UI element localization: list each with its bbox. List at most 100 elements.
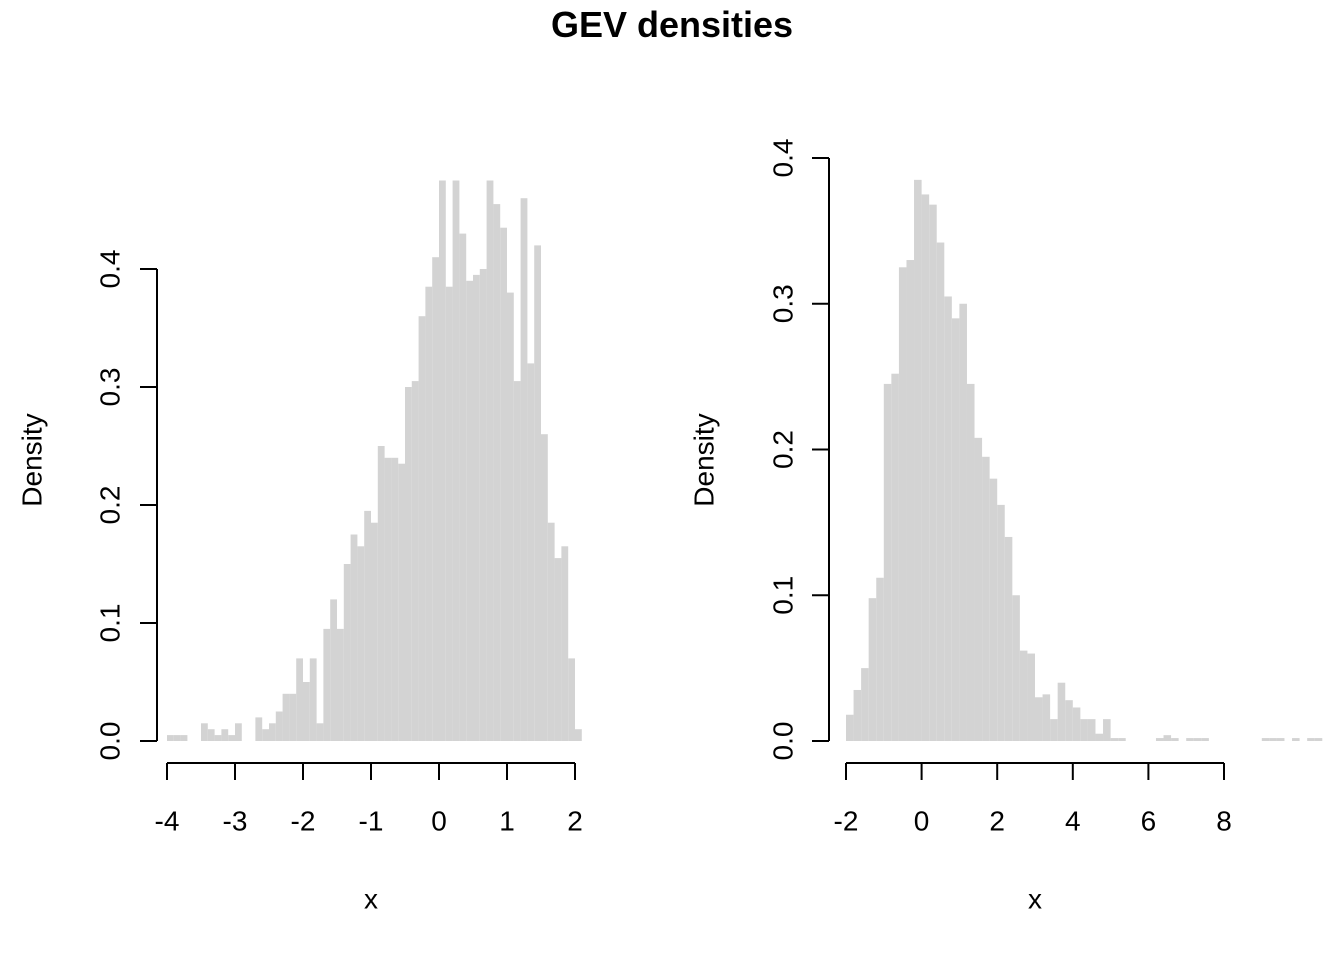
histogram-bar <box>473 274 480 741</box>
y-tick-label: 0.4 <box>94 250 125 289</box>
y-tick-label: 0.2 <box>767 430 798 469</box>
histogram-bar <box>1186 738 1194 741</box>
x-tick-label: 0 <box>431 805 447 836</box>
histogram-bar <box>527 363 535 741</box>
histogram-bar <box>221 729 229 741</box>
histogram-bar <box>575 729 582 741</box>
histogram-bar <box>1042 694 1051 741</box>
histogram-bar <box>201 723 208 741</box>
histogram-bar <box>303 682 310 741</box>
histogram-bar <box>323 628 331 741</box>
histogram-bar <box>439 180 446 741</box>
histogram-bar <box>425 286 433 741</box>
histogram-bar <box>207 729 215 741</box>
y-tick-label: 0.1 <box>767 576 798 615</box>
histogram-bar <box>1057 682 1066 741</box>
histogram-bar <box>982 456 990 741</box>
y-tick-label: 0.0 <box>767 722 798 761</box>
histogram-bar <box>1050 719 1058 741</box>
histogram-bar <box>561 546 569 741</box>
histogram-bar <box>228 735 235 741</box>
histogram-bar <box>898 267 907 741</box>
histogram-bar <box>1163 735 1172 741</box>
histogram-bar <box>296 658 303 741</box>
x-tick-label: 0 <box>914 805 930 836</box>
histogram-bar <box>479 269 487 741</box>
histogram-bar <box>391 457 399 741</box>
histogram-bar <box>1110 738 1119 741</box>
histogram-bar <box>269 723 276 741</box>
histogram-bar <box>398 463 405 741</box>
x-tick-label: -2 <box>834 805 859 836</box>
histogram-bar <box>1201 738 1209 741</box>
y-tick-label: 0.1 <box>94 604 125 643</box>
histogram-bar <box>1276 738 1285 741</box>
x-tick-label: -2 <box>291 805 316 836</box>
histogram-bar <box>513 381 521 741</box>
histogram-bar <box>944 296 952 741</box>
histogram-bar <box>1087 719 1096 741</box>
histogram-bar <box>876 577 884 741</box>
histogram-bar <box>974 437 983 741</box>
y-tick-label: 0.0 <box>94 722 125 761</box>
x-tick-label: 2 <box>567 805 583 836</box>
histogram-bar <box>1072 707 1081 741</box>
histogram-bar <box>371 522 378 741</box>
histogram-bar <box>275 711 283 741</box>
histogram-bar <box>1193 738 1202 741</box>
histogram-bar <box>364 510 371 741</box>
histogram-bar <box>554 558 562 741</box>
y-tick-label: 0.4 <box>767 139 798 178</box>
histogram-bar <box>343 564 351 741</box>
histogram-bar <box>966 383 975 741</box>
histogram-bar <box>1065 700 1073 741</box>
histogram-bar <box>1095 733 1104 741</box>
histogram-bar <box>1103 719 1111 741</box>
histogram-bar <box>418 316 426 741</box>
y-tick-label: 0.3 <box>767 284 798 323</box>
x-tick-label: 6 <box>1141 805 1157 836</box>
histogram-bar <box>384 457 392 741</box>
histogram-bar <box>989 478 998 741</box>
histogram-bar <box>861 668 869 741</box>
y-axis-title: Density <box>16 413 47 506</box>
x-axis-title: x <box>1028 883 1042 914</box>
histogram-bar <box>235 723 242 741</box>
right-panel: 0.0 0.1 0.2 0.3 0.4 -2 0 2 4 6 8 x Density <box>688 139 1323 914</box>
histogram-bar <box>282 693 290 741</box>
histogram-bar <box>853 689 862 741</box>
x-tick-label: 8 <box>1216 805 1232 836</box>
histogram-bar <box>846 714 854 741</box>
histogram-bar <box>1080 719 1088 741</box>
histogram-bar <box>1035 697 1043 741</box>
histogram-bar <box>350 534 358 741</box>
histogram-bar <box>883 383 892 741</box>
histogram-bar <box>377 446 385 741</box>
histogram-bar <box>445 286 453 741</box>
histogram-bar <box>486 180 494 741</box>
histogram-bar <box>1027 653 1035 741</box>
x-tick-label: -1 <box>359 805 384 836</box>
histogram-bar <box>914 179 922 742</box>
histogram-bar <box>906 260 915 741</box>
histogram-bar <box>1307 738 1315 741</box>
histogram-bar <box>330 599 337 741</box>
histogram-bar <box>173 735 181 741</box>
x-tick-label: 2 <box>989 805 1005 836</box>
histogram-bar <box>466 280 473 741</box>
histogram-bar <box>951 318 960 741</box>
histogram-bar <box>452 180 460 741</box>
x-tick-label: -3 <box>223 805 248 836</box>
x-tick-label: 1 <box>499 805 515 836</box>
histogram-bar <box>1171 738 1179 741</box>
histogram-bar <box>309 658 317 741</box>
histogram-bar <box>936 242 945 741</box>
histogram-bar <box>1155 738 1164 741</box>
chart-title: GEV densities <box>550 4 794 45</box>
histogram-bar <box>167 735 174 741</box>
histogram-bar <box>255 717 263 741</box>
histogram-bar <box>316 723 324 741</box>
histogram-bar <box>337 628 344 741</box>
y-axis-title: Density <box>688 413 719 506</box>
y-tick-label: 0.3 <box>94 368 125 407</box>
